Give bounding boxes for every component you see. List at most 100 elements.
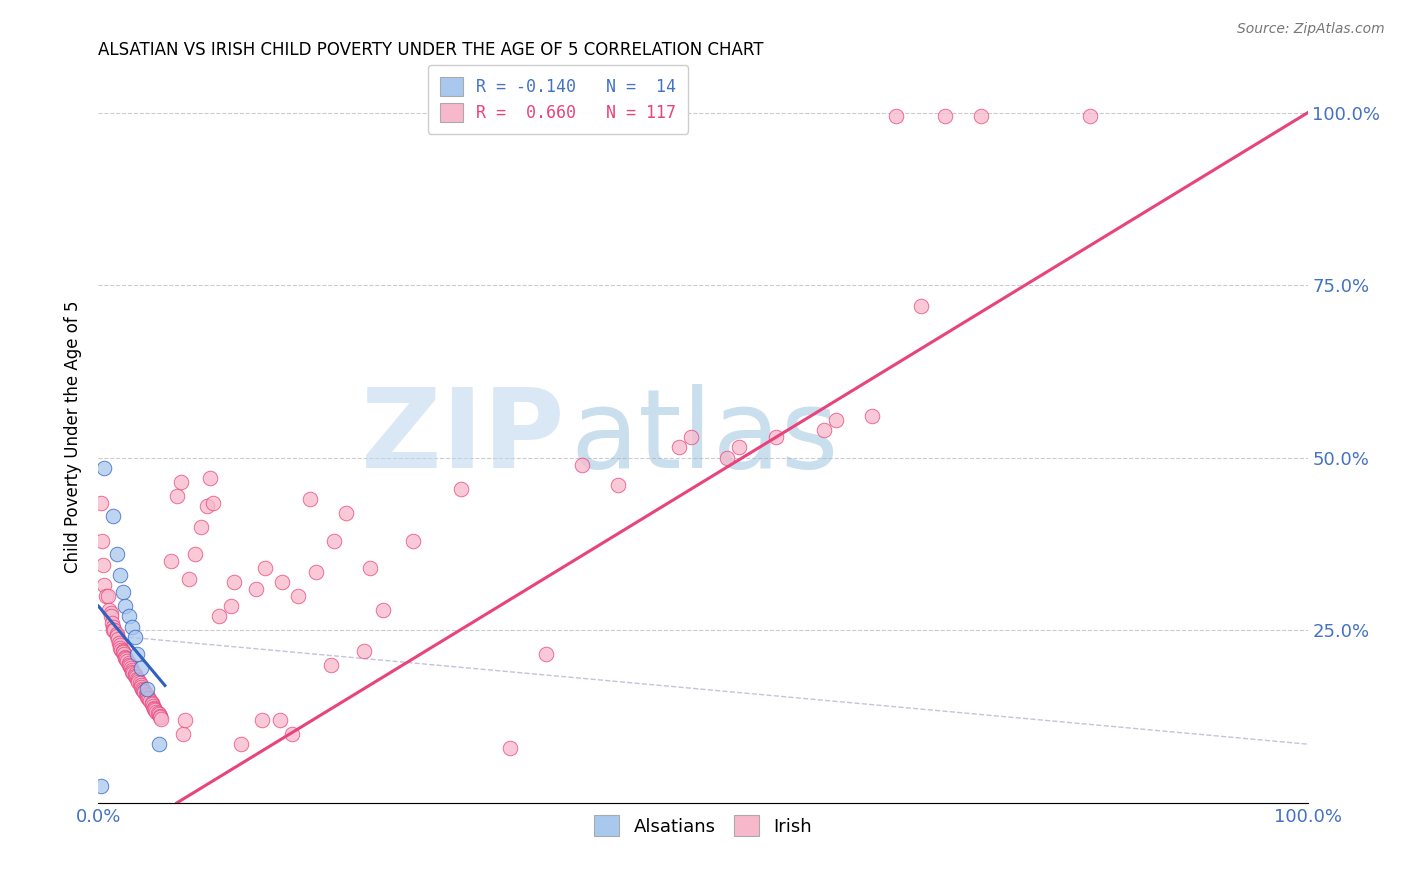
Point <box>910 299 932 313</box>
Point <box>91 558 114 572</box>
Point <box>135 688 157 702</box>
Point <box>103 624 125 638</box>
Point <box>107 632 129 646</box>
Point <box>118 657 141 671</box>
Point <box>166 489 188 503</box>
Legend: Alsatians, Irish: Alsatians, Irish <box>585 806 821 845</box>
Point <box>117 654 139 668</box>
Point <box>335 506 357 520</box>
Point <box>143 703 166 717</box>
Point <box>110 642 132 657</box>
Point <box>131 681 153 696</box>
Point <box>402 533 425 548</box>
Text: Source: ZipAtlas.com: Source: ZipAtlas.com <box>1237 22 1385 37</box>
Point <box>287 589 309 603</box>
Point <box>765 430 787 444</box>
Point <box>143 700 166 714</box>
Point <box>128 676 150 690</box>
Point <box>254 561 277 575</box>
Point <box>125 670 148 684</box>
Point <box>93 578 115 592</box>
Point <box>371 602 394 616</box>
Point <box>129 678 152 692</box>
Point <box>135 690 157 704</box>
Point <box>269 713 291 727</box>
Point <box>136 690 159 705</box>
Point <box>134 685 156 699</box>
Point <box>860 409 883 424</box>
Point <box>115 652 138 666</box>
Point <box>450 482 472 496</box>
Point <box>221 599 243 614</box>
Point <box>825 413 848 427</box>
Point <box>124 630 146 644</box>
Point <box>970 109 993 123</box>
Point <box>184 548 207 562</box>
Point <box>134 684 156 698</box>
Point <box>139 694 162 708</box>
Point <box>498 740 520 755</box>
Point <box>174 713 197 727</box>
Point <box>148 737 170 751</box>
Point <box>118 659 141 673</box>
Point <box>142 698 165 713</box>
Point <box>121 665 143 679</box>
Point <box>111 645 134 659</box>
Point <box>323 533 346 548</box>
Point <box>114 599 136 614</box>
Point <box>222 574 245 589</box>
Point <box>105 626 128 640</box>
Point <box>145 705 167 719</box>
Y-axis label: Child Poverty Under the Age of 5: Child Poverty Under the Age of 5 <box>65 301 83 574</box>
Point <box>108 636 131 650</box>
Point <box>121 620 143 634</box>
Point <box>135 681 157 696</box>
Point <box>108 568 131 582</box>
Point <box>105 629 128 643</box>
Point <box>97 589 120 603</box>
Point <box>229 737 252 751</box>
Point <box>124 667 146 681</box>
Point <box>132 683 155 698</box>
Point <box>146 706 169 720</box>
Point <box>127 673 149 687</box>
Point <box>190 520 212 534</box>
Point <box>111 644 134 658</box>
Point <box>127 648 149 662</box>
Point <box>886 109 908 123</box>
Point <box>148 707 170 722</box>
Point <box>679 430 702 444</box>
Point <box>179 572 201 586</box>
Point <box>129 661 152 675</box>
Text: atlas: atlas <box>569 384 838 491</box>
Point <box>122 666 145 681</box>
Point <box>112 648 135 662</box>
Point <box>668 441 690 455</box>
Point <box>202 495 225 509</box>
Point <box>114 651 136 665</box>
Point <box>101 620 124 634</box>
Point <box>198 471 221 485</box>
Point <box>1078 109 1101 123</box>
Point <box>127 675 149 690</box>
Point <box>305 565 328 579</box>
Point <box>172 727 194 741</box>
Point <box>299 492 322 507</box>
Point <box>93 461 115 475</box>
Point <box>149 709 172 723</box>
Point <box>534 648 557 662</box>
Point <box>121 663 143 677</box>
Point <box>138 692 160 706</box>
Point <box>100 606 122 620</box>
Point <box>149 710 172 724</box>
Point <box>94 589 117 603</box>
Point <box>208 609 231 624</box>
Point <box>124 669 146 683</box>
Point <box>100 609 122 624</box>
Point <box>250 713 273 727</box>
Point <box>108 640 131 655</box>
Text: ALSATIAN VS IRISH CHILD POVERTY UNDER THE AGE OF 5 CORRELATION CHART: ALSATIAN VS IRISH CHILD POVERTY UNDER TH… <box>98 41 763 59</box>
Point <box>98 602 121 616</box>
Point <box>101 509 124 524</box>
Point <box>716 450 738 465</box>
